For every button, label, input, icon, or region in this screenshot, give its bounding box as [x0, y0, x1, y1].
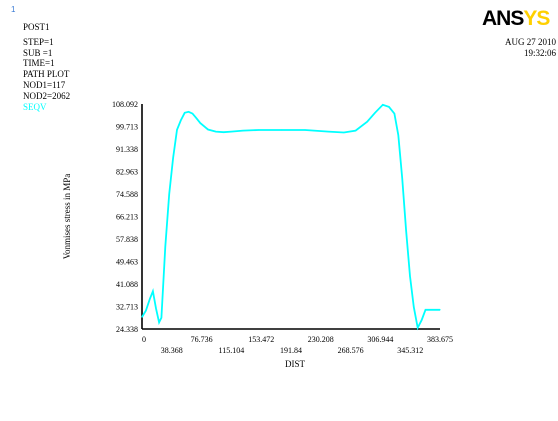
data-point — [417, 327, 418, 328]
x-tick-label: 306.944 — [367, 335, 393, 344]
y-tick-label: 99.713 — [116, 123, 138, 132]
y-tick-label: 66.213 — [116, 213, 138, 222]
x-tick-label: 268.576 — [338, 346, 364, 355]
x-tick-label: 230.208 — [308, 335, 334, 344]
tick-labels-layer: 24.338 32.713 41.088 49.463 57.838 66.213 74.5… — [112, 100, 453, 355]
y-tick-label: 24.338 — [116, 325, 138, 334]
data-point — [242, 130, 243, 131]
data-point — [152, 291, 153, 292]
data-point — [394, 113, 395, 114]
data-point — [433, 309, 434, 310]
data-point — [223, 132, 224, 133]
data-points-layer — [141, 104, 440, 328]
data-point — [413, 306, 414, 307]
y-tick-label: 49.463 — [116, 258, 138, 267]
data-point — [169, 194, 170, 195]
data-point — [188, 111, 189, 112]
y-tick-label: 82.963 — [116, 168, 138, 177]
data-point — [172, 157, 173, 158]
data-point — [215, 131, 216, 132]
data-point — [402, 178, 403, 179]
data-point — [158, 322, 159, 323]
data-point — [367, 121, 368, 122]
y-axis-label: Vonmises stress in MPa — [62, 174, 72, 260]
y-tick-label: 57.838 — [116, 235, 138, 244]
data-point — [425, 309, 426, 310]
data-point — [196, 118, 197, 119]
data-point — [388, 106, 389, 107]
data-point — [421, 320, 422, 321]
data-point — [207, 129, 208, 130]
y-tick-label: 108.092 — [112, 100, 138, 109]
data-point — [281, 129, 282, 130]
data-point — [165, 246, 166, 247]
data-point — [192, 113, 193, 114]
data-point — [343, 132, 344, 133]
data-point — [200, 122, 201, 123]
data-point — [328, 131, 329, 132]
data-point — [439, 309, 440, 310]
data-point — [141, 316, 142, 317]
x-tick-label: 345.312 — [397, 346, 423, 355]
data-point — [305, 129, 306, 130]
x-tick-label: 383.675 — [427, 335, 453, 344]
y-tick-label: 41.088 — [116, 280, 138, 289]
data-point — [405, 230, 406, 231]
data-point — [409, 276, 410, 277]
data-point — [382, 104, 383, 105]
data-point — [258, 129, 259, 130]
x-tick-label: 0 — [142, 335, 146, 344]
data-point — [184, 112, 185, 113]
data-point — [176, 129, 177, 130]
data-point — [398, 135, 399, 136]
data-point — [231, 131, 232, 132]
x-axis-label: DIST — [285, 359, 306, 369]
data-point — [149, 298, 150, 299]
data-point — [180, 120, 181, 121]
data-point — [145, 310, 146, 311]
y-tick-label: 32.713 — [116, 303, 138, 312]
x-tick-label: 115.104 — [219, 346, 245, 355]
x-tick-label: 38.368 — [161, 346, 183, 355]
data-point — [355, 130, 356, 131]
x-tick-label: 76.736 — [191, 335, 213, 344]
y-tick-label: 74.588 — [116, 190, 138, 199]
data-point — [429, 309, 430, 310]
seqv-curve — [142, 105, 440, 328]
data-point — [155, 308, 156, 309]
x-tick-label: 153.472 — [248, 335, 274, 344]
data-point — [437, 309, 438, 310]
y-tick-label: 91.338 — [116, 145, 138, 154]
x-tick-label: 191.84 — [280, 346, 302, 355]
data-point — [374, 112, 375, 113]
data-point — [161, 317, 162, 318]
